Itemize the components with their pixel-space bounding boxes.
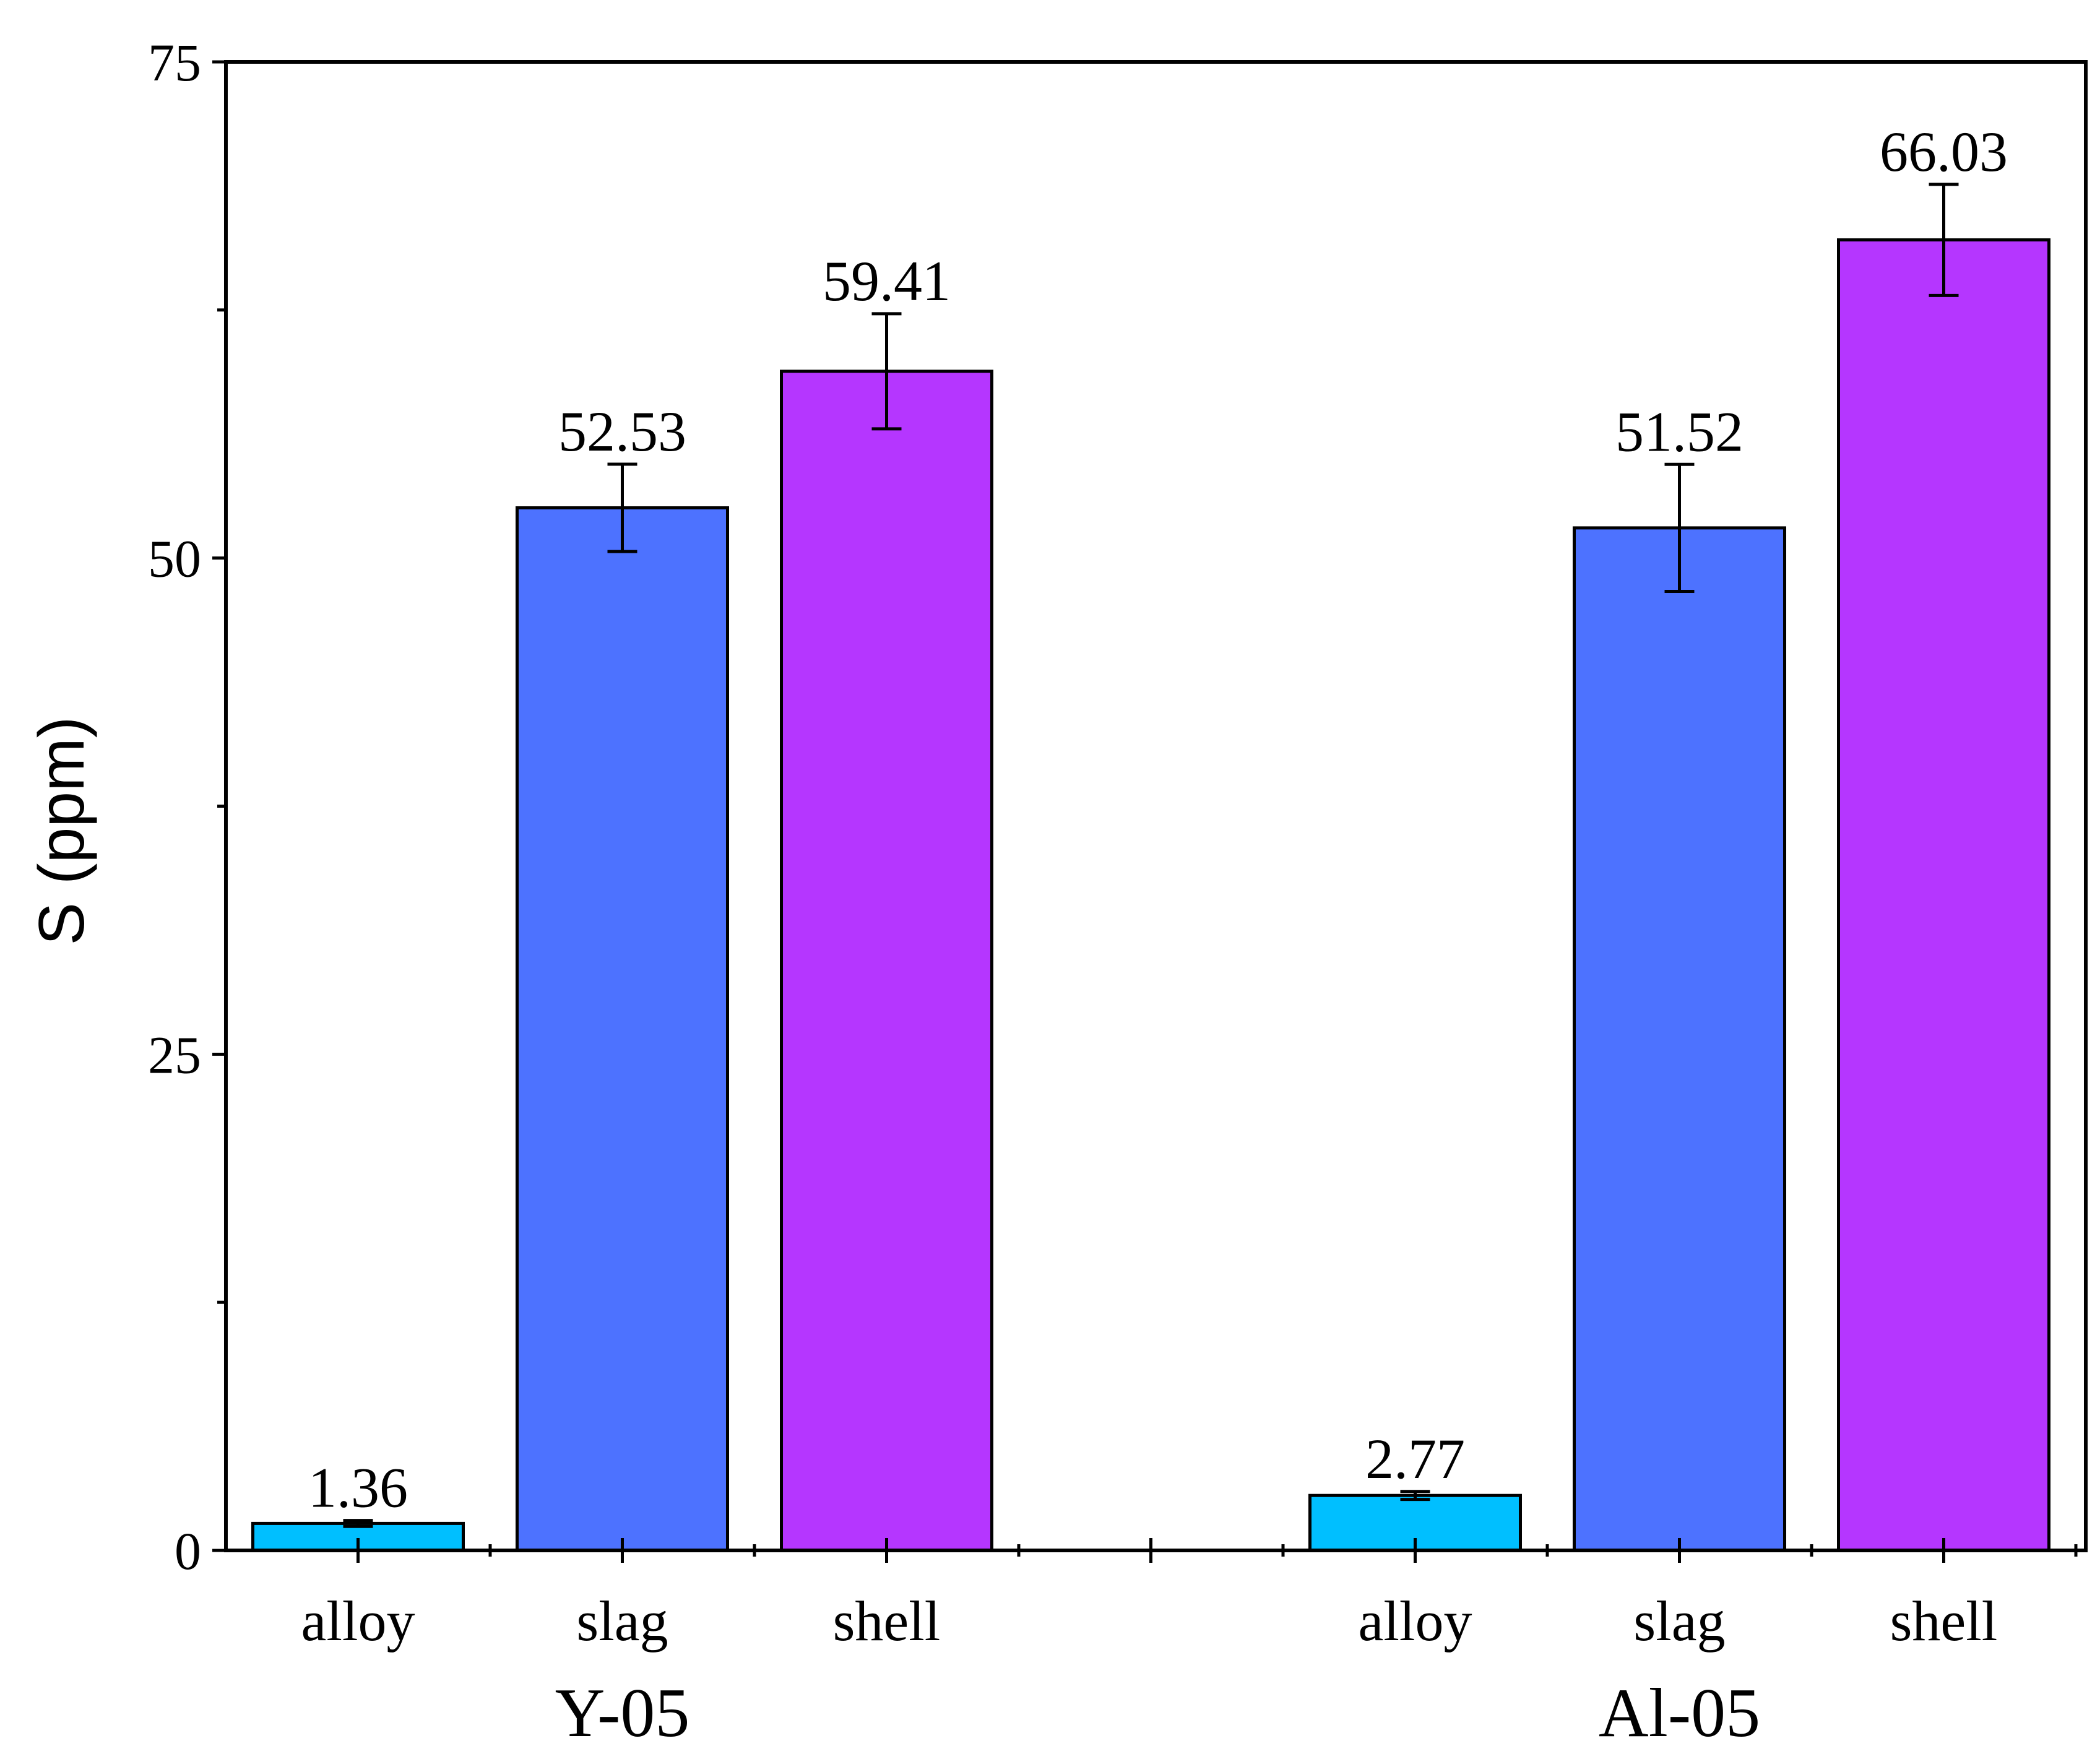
category-label-y-05-slag: slag — [576, 1589, 668, 1653]
data-label-y-05-slag: 52.53 — [558, 400, 686, 463]
data-label-al-05-shell: 66.03 — [1880, 120, 2008, 183]
data-label-y-05-shell: 59.41 — [823, 249, 951, 313]
y-tick-label-50: 50 — [148, 529, 201, 589]
bar-al-05-shell — [1837, 238, 2050, 1552]
data-label-y-05-alloy: 1.36 — [308, 1456, 408, 1519]
data-label-al-05-alloy: 2.77 — [1365, 1427, 1465, 1490]
group-label-y-05: Y-05 — [555, 1675, 690, 1752]
category-label-y-05-alloy: alloy — [301, 1589, 415, 1653]
plot-frame — [224, 60, 2088, 1552]
bar-al-05-slag — [1573, 526, 1786, 1552]
y-axis-label: S (ppm) — [26, 717, 98, 946]
bar-y-05-slag — [516, 506, 729, 1552]
plot-area — [251, 183, 2050, 1552]
y-tick-label-25: 25 — [148, 1025, 201, 1084]
category-label-al-05-slag: slag — [1633, 1589, 1725, 1653]
category-label-y-05-shell: shell — [833, 1589, 941, 1653]
y-tick-label-0: 0 — [175, 1521, 201, 1581]
category-label-al-05-shell: shell — [1890, 1589, 1998, 1653]
y-tick-label-75: 75 — [148, 33, 201, 92]
data-label-al-05-slag: 51.52 — [1615, 400, 1744, 463]
category-label-al-05-alloy: alloy — [1359, 1589, 1472, 1653]
axes — [212, 60, 2088, 1563]
group-label-al-05: Al-05 — [1599, 1675, 1760, 1752]
labels: 1.36 alloy 52.53 slag 59.41 shell Y-05 2.77 allo… — [26, 33, 2008, 1752]
bar-y-05-shell — [780, 370, 993, 1552]
